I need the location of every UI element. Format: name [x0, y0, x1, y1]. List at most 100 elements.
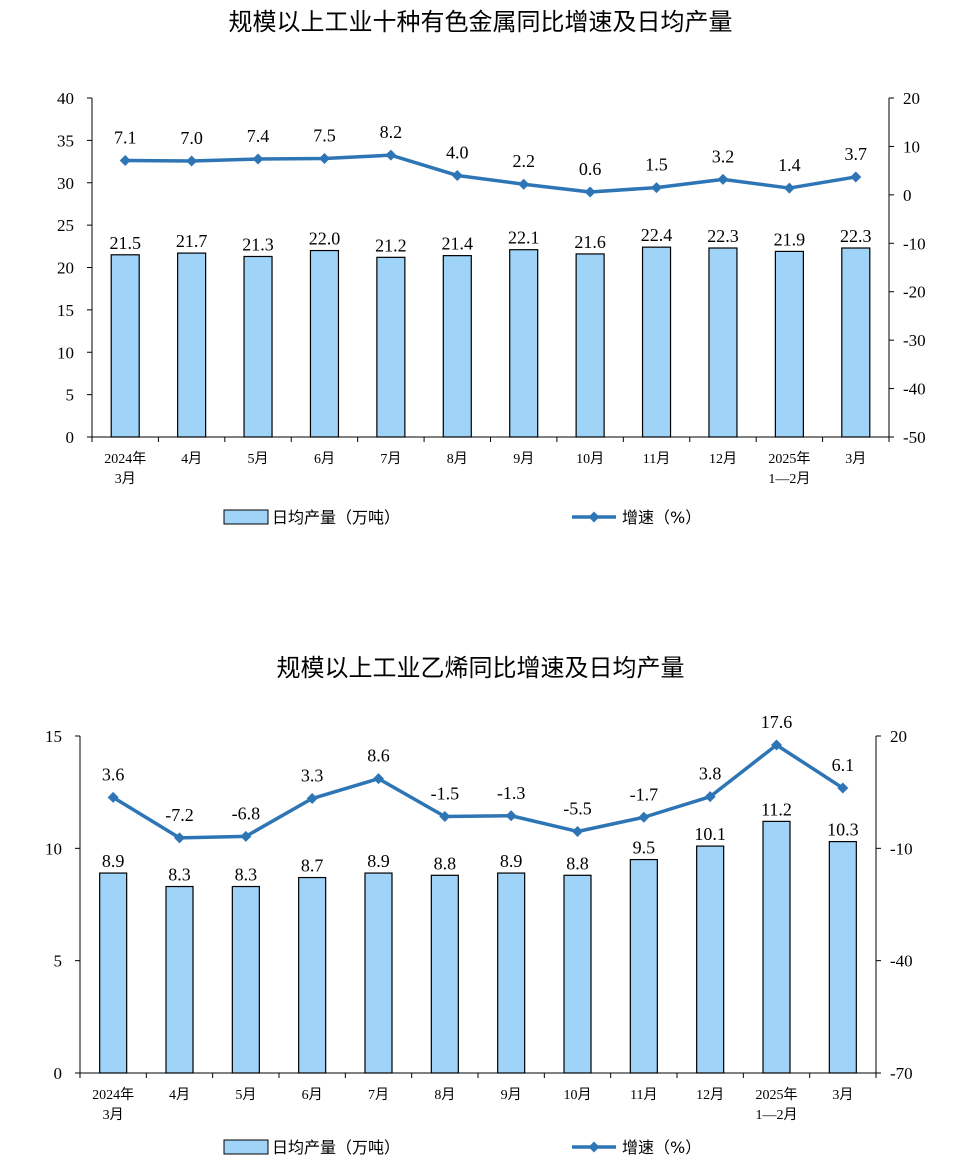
- chart1-bar-value-label: 21.5: [109, 233, 141, 253]
- chart1-category-label: 3月: [845, 451, 866, 467]
- chart2-left-tick-label: 5: [54, 952, 63, 971]
- chart2-growth-value-label: -6.8: [232, 803, 261, 823]
- chart1-growth-value-label: 8.2: [380, 122, 403, 142]
- chart2-bar: [231, 885, 260, 1074]
- chart2-legend-line-label: 增速（%）: [622, 1138, 701, 1157]
- chart2-category-label: 2025年: [756, 1087, 798, 1103]
- chart1-growth-point: [717, 173, 729, 185]
- chart1-bar: [243, 255, 273, 438]
- chart1-category-label: 7月: [380, 451, 401, 467]
- chart2-growth-point: [771, 739, 782, 751]
- chart1-bar-value-label: 21.4: [442, 234, 474, 254]
- chart2-category-label: 9月: [501, 1087, 522, 1103]
- chart2-category-label: 2024年: [92, 1087, 134, 1103]
- chart2-growth-value-label: -5.5: [563, 798, 592, 818]
- chart1-left-tick-label: 35: [57, 131, 74, 150]
- chart2-growth-point: [439, 811, 451, 823]
- chart1-growth-value-label: 7.5: [313, 126, 336, 146]
- chart1-growth-value-label: 7.0: [180, 128, 203, 148]
- chart1-bar-value-label: 22.3: [840, 226, 872, 246]
- chart1-growth-point: [584, 186, 596, 198]
- chart2-growth-value-label: 8.6: [367, 746, 390, 766]
- chart2-bar-value-label: 8.9: [367, 851, 390, 871]
- chart1-bar: [509, 249, 539, 438]
- chart2-growth-value-label: 3.3: [301, 766, 324, 786]
- chart2-growth-value-label: 3.6: [102, 764, 125, 784]
- chart1-right-tick-label: 20: [903, 89, 920, 108]
- chart2-bar-value-label: 10.3: [827, 820, 859, 840]
- chart1-growth-point: [318, 153, 330, 165]
- chart2-right-tick-label: -70: [890, 1064, 913, 1083]
- chart1-growth-value-label: 2.2: [512, 151, 535, 171]
- chart2-category-label: 3月: [832, 1087, 853, 1103]
- chart1-bar: [376, 256, 406, 438]
- chart1-category-label: 2024年: [104, 451, 146, 467]
- chart2-bar-value-label: 11.2: [761, 799, 792, 819]
- chart1-category-label: 5月: [248, 451, 269, 467]
- chart2-category-label: 12月: [696, 1087, 724, 1103]
- chart2-bar-value-label: 10.1: [694, 824, 726, 844]
- chart1-legend-line-marker: [588, 511, 600, 523]
- chart2-bar: [629, 858, 658, 1074]
- chart1-left-tick-label: 40: [57, 89, 74, 108]
- chart1-growth-point: [850, 171, 862, 183]
- chart2-growth-point: [704, 791, 716, 803]
- chart2-growth-point: [572, 825, 583, 837]
- chart2-bar: [430, 874, 459, 1074]
- chart1-left-tick-label: 5: [66, 386, 75, 405]
- chart1-legend-bar-swatch: [223, 509, 269, 525]
- chart1-growth-value-label: 7.1: [114, 127, 137, 147]
- chart1-growth-value-label: 1.5: [645, 155, 668, 175]
- chart1-growth-value-label: 4.0: [446, 142, 469, 162]
- chart2-growth-value-label: -7.2: [165, 805, 194, 825]
- chart1-left-tick-label: 25: [57, 216, 74, 235]
- chart2-growth-point: [505, 810, 517, 822]
- chart1-growth-point: [783, 182, 795, 194]
- chart2-title: 规模以上工业乙烯同比增速及日均产量: [276, 654, 685, 682]
- chart1-bar-value-label: 21.2: [375, 235, 407, 255]
- chart1-title: 规模以上工业十种有色金属同比增速及日均产量: [228, 8, 733, 36]
- chart1-category-label: 11月: [643, 451, 670, 467]
- chart2-growth-value-label: 6.1: [832, 755, 855, 775]
- chart1-bar-value-label: 22.0: [309, 229, 341, 249]
- chart2-growth-value-label: -1.7: [630, 784, 659, 804]
- chart2-bar-value-label: 9.5: [633, 838, 656, 858]
- chart1-category-label: 1—2月: [768, 471, 810, 487]
- chart2-growth-line: [112, 743, 844, 840]
- chart1-growth-line: [125, 153, 857, 194]
- chart1-category-label: 4月: [181, 451, 202, 467]
- chart2-category-label: 6月: [302, 1087, 323, 1103]
- chart2-growth-value-label: 17.6: [761, 712, 793, 732]
- chart1-left-tick-label: 10: [57, 343, 74, 362]
- chart2-category-label: 10月: [564, 1087, 592, 1103]
- chart2-left-tick-label: 10: [45, 839, 62, 858]
- chart2-bar: [364, 872, 393, 1074]
- chart1-right-tick-label: -50: [903, 428, 926, 447]
- chart2-growth-point: [240, 830, 252, 842]
- chart1-category-label: 8月: [447, 451, 468, 467]
- chart1-category-label: 2025年: [768, 451, 810, 467]
- chart1-category-label: 9月: [513, 451, 534, 467]
- chart1-growth-point: [186, 155, 198, 167]
- chart1-bar-value-label: 22.3: [707, 226, 739, 246]
- chart2-bar: [696, 845, 725, 1074]
- chart2-category-label: 4月: [169, 1087, 190, 1103]
- chart1-bar: [708, 247, 738, 438]
- chart1-left-tick-label: 30: [57, 174, 74, 193]
- chart1-growth-value-label: 3.2: [712, 146, 735, 166]
- chart2-bar: [99, 872, 128, 1074]
- chart1-growth-value-label: 7.4: [247, 126, 270, 146]
- chart1-bar: [442, 255, 472, 438]
- chart2-legend-bar-label: 日均产量（万吨）: [272, 1138, 400, 1157]
- chart1-bar-value-label: 21.9: [774, 229, 806, 249]
- chart2-bar-value-label: 8.3: [168, 865, 191, 885]
- chart2-legend-line-marker: [588, 1141, 600, 1153]
- chart1-growth-point: [518, 178, 530, 190]
- chart2-growth-value-label: -1.3: [497, 783, 526, 803]
- chart1-category-label: 10月: [576, 451, 604, 467]
- chart1-bar-value-label: 21.6: [574, 232, 606, 252]
- chart1-category-label: 3月: [115, 471, 136, 487]
- chart2-growth-point: [373, 773, 384, 785]
- chart2-bar-value-label: 8.9: [500, 851, 523, 871]
